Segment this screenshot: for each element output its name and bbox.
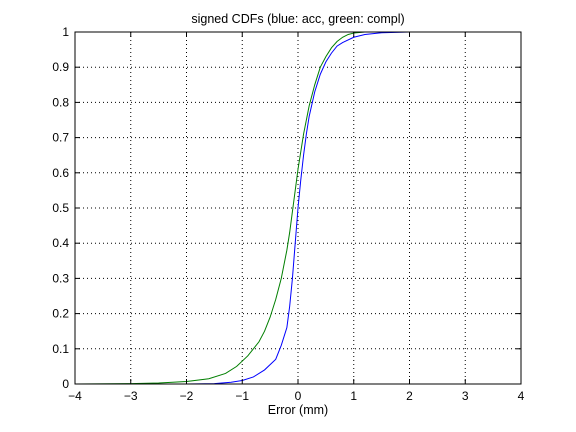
x-axis-label: Error (mm) (268, 403, 328, 417)
y-tick-label: 0.9 (52, 60, 69, 74)
y-tick-label: 0.1 (52, 342, 69, 356)
y-tick-label: 1 (62, 25, 69, 39)
series-line-1 (75, 31, 521, 385)
x-tick-labels: −4 −3 −2 −1 0 1 2 3 4 (68, 389, 525, 403)
y-tick-labels: 0 0.1 0.2 0.3 0.4 0.5 0.6 0.7 0.8 0.9 1 (52, 25, 69, 391)
y-tick-label: 0.3 (52, 271, 69, 285)
y-tick-label: 0.6 (52, 166, 69, 180)
ticks (74, 31, 522, 385)
x-tick-label: 0 (295, 389, 302, 403)
y-tick-label: 0.8 (52, 95, 69, 109)
y-tick-label: 0.5 (52, 201, 69, 215)
y-tick-label: 0 (62, 377, 69, 391)
x-tick-label: 2 (406, 389, 413, 403)
x-tick-label: 3 (462, 389, 469, 403)
x-tick-label: −1 (235, 389, 249, 403)
x-tick-label: −2 (180, 389, 194, 403)
y-tick-label: 0.7 (52, 131, 69, 145)
series-line-2 (74, 31, 521, 385)
series-layer (74, 31, 521, 385)
x-tick-label: 4 (518, 389, 525, 403)
x-tick-label: −4 (68, 389, 82, 403)
chart-title: signed CDFs (blue: acc, green: compl) (191, 12, 404, 26)
x-tick-label: 1 (350, 389, 357, 403)
y-tick-label: 0.4 (52, 236, 69, 250)
x-tick-label: −3 (124, 389, 138, 403)
y-tick-label: 0.2 (52, 307, 69, 321)
